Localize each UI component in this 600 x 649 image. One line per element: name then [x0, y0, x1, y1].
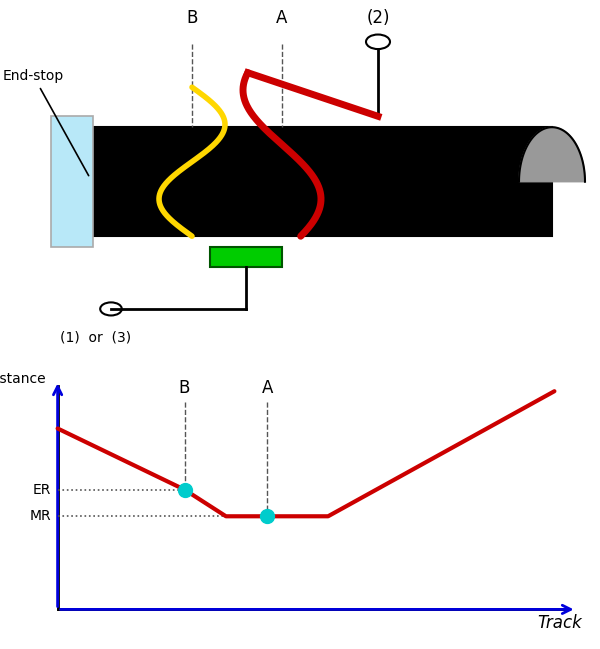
Text: B: B: [179, 378, 190, 397]
Text: Resistance: Resistance: [0, 373, 47, 386]
Text: Track: Track: [538, 614, 582, 631]
Text: End-stop: End-stop: [3, 69, 89, 176]
Text: A: A: [277, 9, 287, 27]
Polygon shape: [519, 127, 585, 182]
Bar: [90, 127, 552, 236]
Text: (1)  or  (3): (1) or (3): [60, 331, 131, 345]
Text: ER: ER: [32, 483, 51, 496]
Text: (2): (2): [366, 9, 390, 27]
Bar: [210, 247, 282, 267]
Text: B: B: [187, 9, 197, 27]
Bar: [51, 116, 93, 247]
Text: MR: MR: [29, 509, 51, 523]
Text: A: A: [262, 378, 273, 397]
